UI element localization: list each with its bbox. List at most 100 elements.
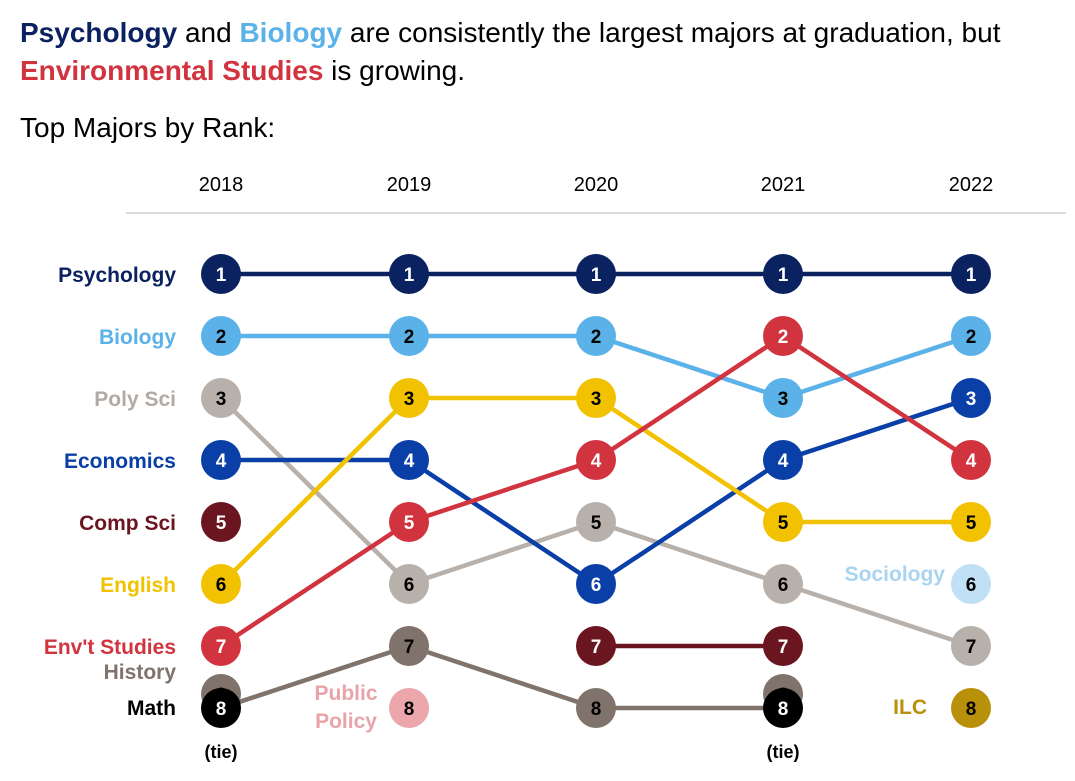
point-biology-2022-label: 2 [966, 327, 977, 348]
headline: Psychology and Biology are consistently … [20, 14, 1060, 90]
point-biology-2018: 2 [201, 316, 241, 356]
point-comp-sci-2020-label: 7 [591, 637, 602, 658]
tie-annotation-2018: (tie) [205, 742, 238, 762]
headline-text-3: is growing. [323, 55, 466, 86]
point-comp-sci-2018-circle [201, 502, 241, 542]
point-comp-sci-2020-circle [576, 626, 616, 666]
point-english-2019-label: 3 [404, 389, 415, 410]
point-poly-sci-2019-circle [389, 564, 429, 604]
line-poly-sci-2019 [406, 519, 599, 587]
point-poly-sci-2020: 5 [576, 502, 616, 542]
point-poly-sci-2022: 7 [951, 626, 991, 666]
year-label-2018: 2018 [199, 174, 244, 196]
series-label-psychology: Psychology [58, 264, 176, 287]
series-points: 1 1 1 1 1 2 2 2 3 2 3 6 5 6 7 4 4 6 4 3 5 7 7 6 3 3 5 5 7 5 4 2 4 8 6 8 8 7 8 8… [201, 254, 991, 728]
line-economics-2021 [780, 395, 974, 463]
point-psychology-2019: 1 [389, 254, 429, 294]
point-poly-sci-2019-label: 6 [404, 575, 415, 596]
series-label-economics: Economics [64, 450, 176, 473]
line-env-t-studies-2018 [218, 519, 412, 649]
point-comp-sci-2018-label: 5 [216, 513, 227, 534]
point-sociology-2022-circle [951, 564, 991, 604]
point-comp-sci-2018: 5 [201, 502, 241, 542]
point-psychology-2021-label: 1 [778, 265, 789, 286]
line-economics-2020 [593, 457, 786, 587]
point-poly-sci-2022-circle [951, 626, 991, 666]
point-ilc-2022: 8 [951, 688, 991, 728]
point-psychology-2018-circle [201, 254, 241, 294]
point-public-policy-2019-circle [389, 688, 429, 728]
line-english-2020 [593, 395, 786, 525]
point-psychology-2021: 1 [763, 254, 803, 294]
point-english-2021-label: 5 [778, 513, 789, 534]
point-economics-2018: 4 [201, 440, 241, 480]
line-poly-sci-2020 [593, 519, 786, 587]
point-economics-2022-circle [951, 378, 991, 418]
year-label-2020: 2020 [574, 174, 619, 196]
point-env-t-studies-2018: 7 [201, 626, 241, 666]
point-english-2020-circle [576, 378, 616, 418]
point-poly-sci-2021-circle [763, 564, 803, 604]
point-env-t-studies-2020-circle [576, 440, 616, 480]
point-poly-sci-2019: 6 [389, 564, 429, 604]
point-economics-2019-circle [389, 440, 429, 480]
point-poly-sci-2021: 6 [763, 564, 803, 604]
point-economics-2020: 6 [576, 564, 616, 604]
point-env-t-studies-2021-circle [763, 316, 803, 356]
point-english-2020: 3 [576, 378, 616, 418]
point-biology-2019: 2 [389, 316, 429, 356]
tie-annotation-2021: (tie) [767, 742, 800, 762]
point-psychology-2022: 1 [951, 254, 991, 294]
series-lines [218, 271, 974, 711]
series-label-sociology: Sociology [845, 563, 946, 586]
point-psychology-2022-circle [951, 254, 991, 294]
point-env-t-studies-2022: 4 [951, 440, 991, 480]
year-label-2019: 2019 [387, 174, 432, 196]
point-env-t-studies-2022-circle [951, 440, 991, 480]
line-env-t-studies-2020 [593, 333, 786, 463]
headline-env-studies: Environmental Studies [20, 55, 324, 86]
point-history-2020: 8 [576, 688, 616, 728]
point-math-2021-circle [763, 688, 803, 728]
point-english-2021-circle [763, 502, 803, 542]
point-english-2019: 3 [389, 378, 429, 418]
line-env-t-studies-2021 [780, 333, 974, 463]
point-env-t-studies-2018-label: 7 [216, 637, 227, 658]
series-label-public-policy: Public Policy [314, 682, 377, 733]
point-env-t-studies-2020-label: 4 [591, 451, 602, 472]
point-psychology-2020: 1 [576, 254, 616, 294]
headline-biology: Biology [239, 17, 343, 48]
point-biology-2019-label: 2 [404, 327, 415, 348]
point-comp-sci-2021-label: 7 [778, 637, 789, 658]
point-comp-sci-2021: 7 [763, 626, 803, 666]
point-sociology-2022-label: 6 [966, 575, 977, 596]
point-biology-2020-circle [576, 316, 616, 356]
series-label-comp-sci: Comp Sci [79, 512, 176, 535]
point-env-t-studies-2020: 4 [576, 440, 616, 480]
line-poly-sci-2021 [780, 581, 974, 649]
point-biology-2019-circle [389, 316, 429, 356]
point-history-2020-label: 8 [591, 699, 602, 720]
point-env-t-studies-2019: 5 [389, 502, 429, 542]
point-psychology-2018: 1 [201, 254, 241, 294]
point-english-2021: 5 [763, 502, 803, 542]
series-labels: Psychology Biology Poly Sci Economics Comp S… [44, 264, 945, 762]
point-comp-sci-2020: 7 [576, 626, 616, 666]
point-env-t-studies-2018-circle [201, 626, 241, 666]
point-english-2022-circle [951, 502, 991, 542]
headline-psychology: Psychology [20, 17, 178, 48]
point-economics-2022: 3 [951, 378, 991, 418]
point-biology-2021-label: 3 [778, 389, 789, 410]
point-english-2018-circle [201, 564, 241, 604]
point-poly-sci-2022-label: 7 [966, 637, 977, 658]
point-economics-2018-circle [201, 440, 241, 480]
headline-text-2: are consistently the largest majors at g… [342, 17, 1001, 48]
chart-subtitle: Top Majors by Rank: [20, 112, 276, 143]
point-poly-sci-2018: 3 [201, 378, 241, 418]
point-ilc-2022-label: 8 [966, 699, 977, 720]
point-env-t-studies-2019-label: 5 [404, 513, 415, 534]
point-comp-sci-2021-circle [763, 626, 803, 666]
line-economics-2019 [406, 457, 599, 587]
point-poly-sci-2018-circle [201, 378, 241, 418]
